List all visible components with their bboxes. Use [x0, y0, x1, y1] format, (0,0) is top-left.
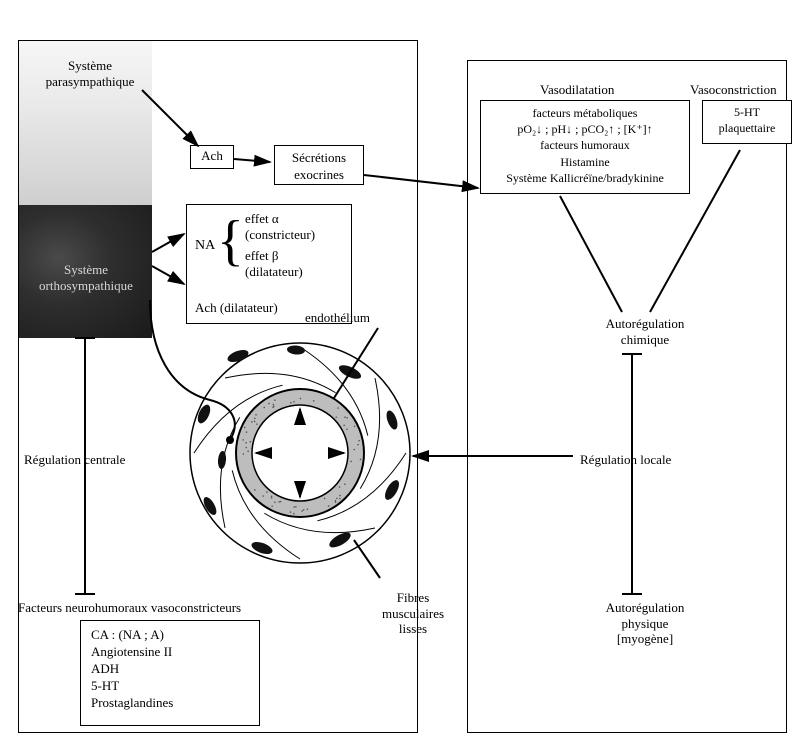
diagram-root: Systèmeparasympathique Systèmeorthosympa… [0, 0, 794, 746]
svg-layer [0, 0, 794, 746]
